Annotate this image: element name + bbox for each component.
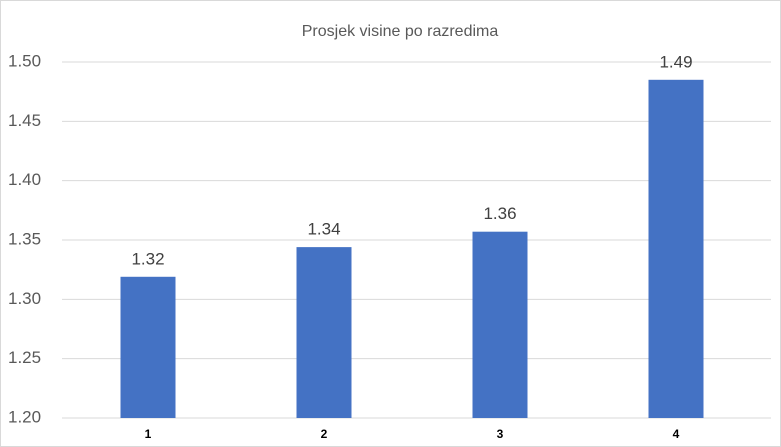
y-tick-label: 1.45 [8,111,41,130]
data-label: 1.49 [659,52,692,71]
y-tick-label: 1.30 [8,289,41,308]
x-tick-label: 1 [145,427,152,441]
x-tick-label: 4 [673,427,680,441]
data-label: 1.34 [307,220,340,239]
bar [648,79,704,419]
y-tick-label: 1.25 [8,348,41,367]
y-tick-label: 1.35 [8,229,41,248]
x-tick-label: 3 [497,427,504,441]
y-tick-label: 1.40 [8,170,41,189]
chart-title: Prosjek visine po razredima [302,23,499,40]
data-label: 1.36 [483,204,516,223]
y-tick-label: 1.20 [8,407,41,426]
x-tick-label: 2 [321,427,328,441]
y-tick-label: 1.50 [8,51,41,70]
bar [120,276,176,418]
data-label: 1.32 [131,249,164,268]
bar [472,231,528,418]
bar [296,247,352,418]
